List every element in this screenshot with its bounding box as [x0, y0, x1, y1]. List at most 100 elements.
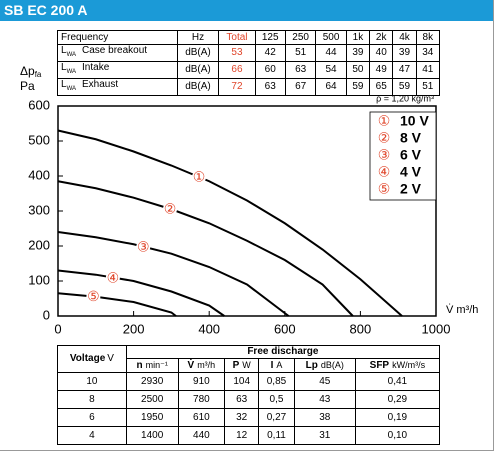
cell: 0,27 [258, 408, 295, 427]
cell: 34 [415, 44, 441, 62]
cell: 0,19 [354, 408, 441, 427]
column-header: Lp dB(A) [293, 358, 356, 373]
cell: 104 [224, 372, 260, 391]
sound-table: Frequency Hz Total 125 250 500 1k 2k 4k 8k LWA Case… [57, 30, 441, 96]
legend-label: 10 V [400, 113, 429, 129]
cell: 64 [315, 78, 347, 96]
x-tick-label: 0 [54, 321, 61, 336]
column-header: Hz [176, 30, 220, 45]
curve-marker: ③ [137, 238, 150, 254]
x-tick-label: 800 [350, 321, 372, 336]
cell: 39 [392, 44, 417, 62]
column-header: 4k [392, 30, 417, 45]
symbol-sub: fa [35, 70, 42, 79]
legend-label: 4 V [400, 164, 422, 180]
y-tick-label: 600 [28, 97, 50, 112]
cell: 39 [345, 44, 371, 62]
cell: 0,10 [354, 426, 441, 445]
header-row: Frequency Hz Total 125 250 500 1k 2k 4k 8k [57, 30, 441, 45]
header-symbol: Lp [305, 360, 318, 371]
legend-label: 6 V [400, 147, 422, 163]
column-header: SFP kW/m³/s [354, 358, 441, 373]
x-axis-label: V̇ m³/h [446, 303, 478, 316]
cell: 10 [57, 372, 127, 391]
symbol: Δp [20, 64, 35, 78]
header-unit: kW/m³/s [392, 360, 426, 370]
y-tick-label: 100 [28, 272, 50, 287]
legend-label: 8 V [400, 130, 422, 146]
cell: 6 [57, 408, 127, 427]
header-symbol: SFP [369, 360, 390, 371]
header-symbol: P [232, 360, 240, 371]
header-unit: dB(A) [320, 360, 344, 370]
cell: 610 [177, 408, 226, 427]
cell: 53 [218, 44, 256, 62]
fan-curve [57, 292, 177, 317]
curve-marker-bg [136, 239, 151, 254]
row-name: Exhaust [82, 79, 119, 90]
column-header: 250 [284, 30, 317, 45]
fan-curve [57, 231, 290, 317]
cell: 42 [254, 44, 286, 62]
cell: 780 [177, 390, 226, 409]
cell: 1950 [125, 408, 179, 427]
row-label: LWA Exhaust [57, 78, 178, 96]
cell: 4 [57, 426, 127, 445]
cell: 31 [293, 426, 356, 445]
header-row: Voltage V Free discharge [57, 345, 441, 373]
cell: 38 [293, 408, 356, 427]
cell: 43 [293, 390, 356, 409]
header-symbol: n [136, 360, 143, 371]
y-tick-label: 500 [28, 132, 50, 147]
cell: 0,5 [258, 390, 295, 409]
symbol: L [61, 62, 67, 73]
column-header: Frequency [57, 30, 178, 45]
column-header: 1k [345, 30, 371, 45]
row-name: Intake [82, 62, 110, 73]
fan-curve [57, 180, 354, 317]
curve-marker-bg [192, 170, 207, 185]
data-row: 4 1400 440 12 0,11 31 0,10 [57, 426, 441, 445]
header-unit: min⁻¹ [145, 360, 168, 370]
cell: 440 [177, 426, 226, 445]
column-header: n min⁻¹ [125, 358, 179, 373]
legend-marker: ④ [378, 164, 391, 180]
curve-marker-bg [163, 201, 178, 216]
cell: 0,11 [258, 426, 295, 445]
cell: 51 [284, 44, 317, 62]
y-tick-label: 200 [28, 237, 50, 252]
cell: 2930 [125, 372, 179, 391]
data-row: LWA Exhaust dB(A) 72 63 67 64 59 65 59 51 [57, 78, 441, 96]
cell: 51 [415, 78, 441, 96]
voltage-header: Voltage V [57, 345, 127, 373]
fan-curve [57, 269, 225, 317]
legend-marker: ② [378, 130, 391, 146]
cell: 2500 [125, 390, 179, 409]
unit: dB(A) [176, 44, 220, 62]
fan-curve [57, 129, 403, 317]
cell: 8 [57, 390, 127, 409]
row-label: LWA Case breakout [57, 44, 178, 62]
cell: 0,85 [258, 372, 295, 391]
header-row: n min⁻¹ V̇ m³/h P W I A Lp dB(A) SFP kW/m³/s [58, 358, 441, 373]
header-unit: V [107, 353, 114, 364]
note: ρ = 1,20 kg/m³ [376, 93, 434, 103]
legend-label: 2 V [400, 181, 422, 197]
legend-marker: ③ [378, 147, 391, 163]
symbol-sub: WA [66, 52, 77, 58]
y-tick-label: 400 [28, 167, 50, 182]
chart: 0 100 200 300 400 500 600 0 200 400 600 800 1000 Δpfa… [20, 64, 478, 336]
symbol-sub: WA [66, 69, 77, 75]
performance-table: Voltage V Free discharge n min⁻¹ V̇ m³/h P W I A Lp… [57, 345, 441, 445]
x-tick-label: 1000 [422, 321, 451, 336]
column-header: V̇ m³/h [177, 358, 226, 373]
legend-marker: ① [378, 113, 391, 129]
header-symbol: V̇ [187, 360, 195, 371]
header-title: SB EC 200 A [0, 0, 493, 21]
data-row: LWA Case breakout dB(A) 53 42 51 44 39 40 39 34 [57, 44, 441, 62]
row-name: Case breakout [82, 45, 148, 56]
column-header: Total [218, 30, 256, 45]
